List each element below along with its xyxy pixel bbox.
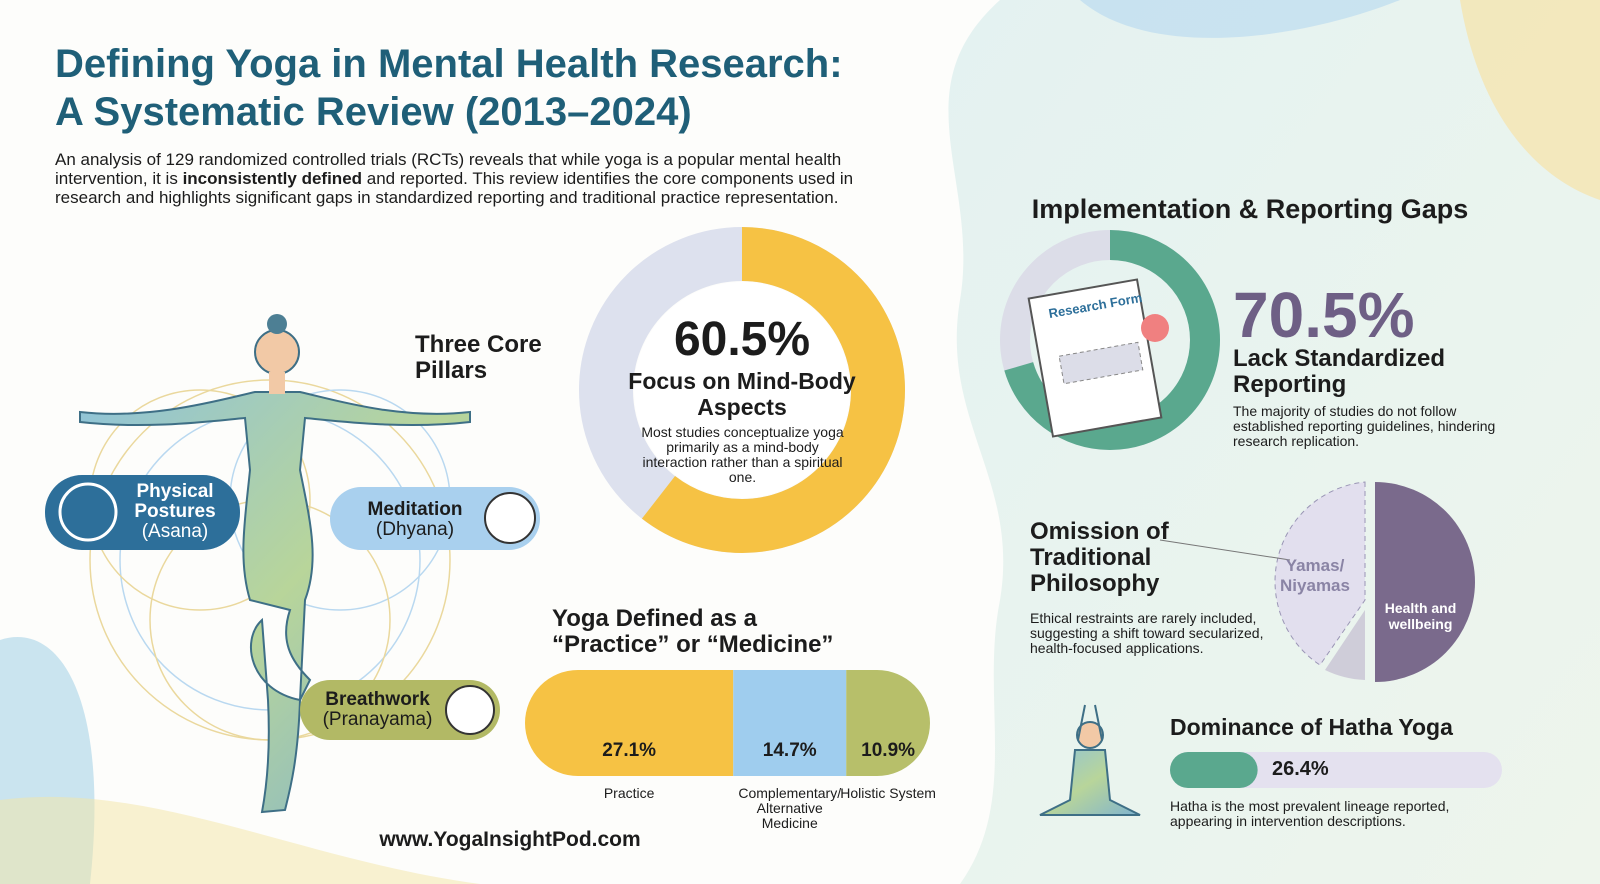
segment-name: Practice [603, 785, 655, 801]
pillar: Physical Postures (Asana) [115, 482, 235, 542]
decor [1460, 0, 1600, 200]
stat-note: Most studies conceptualize yoga primaril… [641, 424, 844, 485]
pillar-name: Breathwork [325, 689, 430, 710]
segment-label: 27.1% [602, 740, 657, 761]
stat-value: 60.5% [673, 313, 811, 366]
segment-name: Complementary/ Alternative Medicine [738, 785, 842, 831]
pillar: Meditation (Dhyana) [345, 500, 485, 540]
pillar-sanskrit: (Asana) [141, 521, 209, 542]
hatha-note: Hatha is the most prevalent lineage repo… [1170, 798, 1450, 829]
philosophy-pie [1159, 481, 1475, 682]
stat-title: Lack Standardized Reporting [1233, 345, 1446, 398]
stat-value: 70.5% [1233, 279, 1415, 351]
pillars-heading: Three Core Pillars [415, 331, 542, 384]
slice-label: Health and wellbeing [1384, 600, 1457, 632]
stat-title: Focus on Mind-Body Aspects [628, 368, 856, 420]
donut-arc [1000, 230, 1220, 450]
segment [846, 670, 930, 776]
pillar-bubble [45, 475, 240, 550]
pillar-name: Physical Postures [134, 481, 216, 522]
pillar-sanskrit: (Dhyana) [375, 519, 455, 540]
segment-name: Holistic System [840, 785, 936, 801]
icon [484, 492, 536, 544]
hatha-title: Dominance of Hatha Yoga [1170, 714, 1453, 740]
philosophy-note: Ethical restraints are rarely included, … [1030, 610, 1264, 656]
research-form [1027, 278, 1169, 438]
donut-center [634, 282, 850, 498]
icon [58, 482, 118, 542]
definition-title: Yoga Defined as a “Practice” or “Medicin… [552, 605, 834, 658]
icon [445, 685, 495, 735]
intro-emphasis: inconsistently defined [182, 169, 363, 188]
hatha-bar [1170, 752, 1258, 788]
yoga-figure [79, 314, 471, 814]
pillar-name: Meditation [367, 499, 463, 520]
segment [733, 670, 847, 776]
intro: An analysis of 129 randomized controlled… [55, 150, 885, 207]
title: A Systematic Review (2013–2024) [55, 90, 692, 134]
decor [1080, 0, 1400, 38]
meditating-figure [1039, 704, 1141, 816]
pillar-sanskrit: (Pranayama) [322, 709, 433, 730]
footer-url: www.YogaInsightPod.com [379, 828, 641, 851]
gaps-heading: Implementation & Reporting Gaps [1031, 194, 1469, 224]
slice-label: Yamas/ Niyamas [1280, 556, 1350, 595]
segment-label: 10.9% [861, 740, 916, 761]
intro-text: and reported. This review identifies the… [55, 169, 854, 207]
pillar: Breathwork (Pranayama) [310, 690, 445, 730]
background-blob [948, 0, 1600, 884]
segment [525, 670, 734, 776]
hatha-label: 26.4% [1272, 758, 1329, 780]
segment-label: 14.7% [762, 740, 817, 761]
title: Defining Yoga in Mental Health Research: [55, 42, 843, 86]
stat-note: The majority of studies do not follow es… [1233, 403, 1496, 449]
pillar-bubble [330, 487, 540, 550]
philosophy-title: Omission of Traditional Philosophy [1030, 518, 1169, 597]
donut-arc [579, 227, 905, 553]
intro-text: An analysis of 129 randomized controlled… [55, 150, 842, 188]
decor [0, 796, 480, 884]
